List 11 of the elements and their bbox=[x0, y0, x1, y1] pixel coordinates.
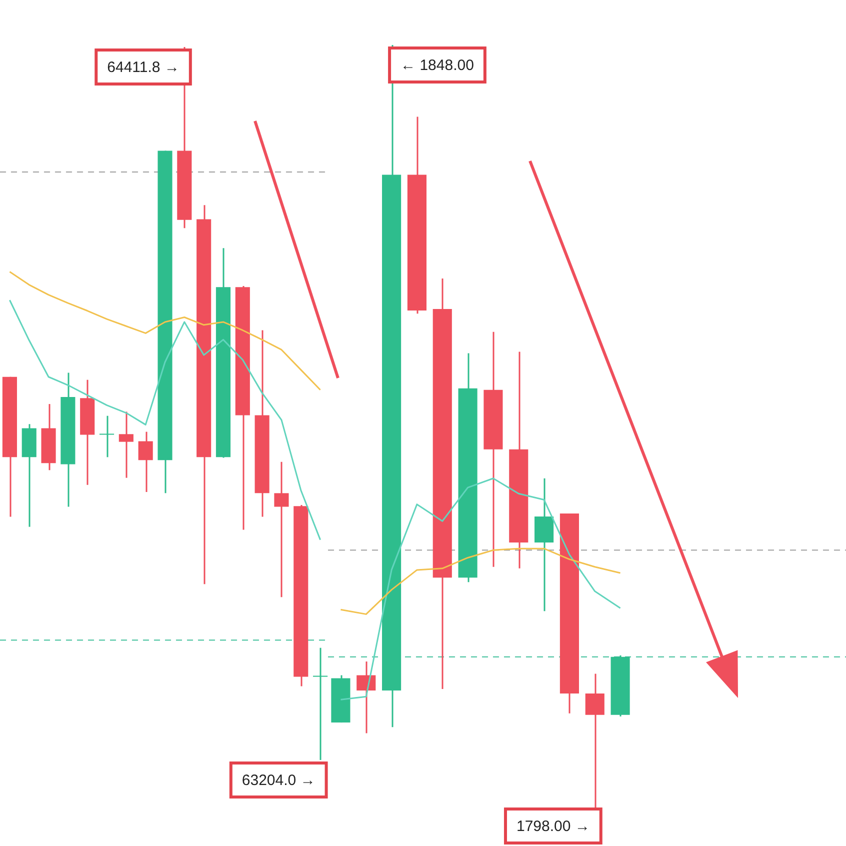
candlestick bbox=[313, 647, 328, 761]
candlestick bbox=[138, 431, 153, 493]
text: 63204.0 → bbox=[242, 772, 316, 790]
candlestick bbox=[585, 672, 604, 809]
text: 1798.00 → bbox=[516, 818, 590, 836]
candlestick bbox=[356, 660, 376, 734]
annotation: ← 1848.00 bbox=[400, 57, 474, 74]
candlestick bbox=[118, 410, 134, 479]
candlestick bbox=[274, 461, 289, 598]
candlestick bbox=[99, 415, 114, 458]
annotation: 64411.8 → bbox=[107, 59, 180, 76]
